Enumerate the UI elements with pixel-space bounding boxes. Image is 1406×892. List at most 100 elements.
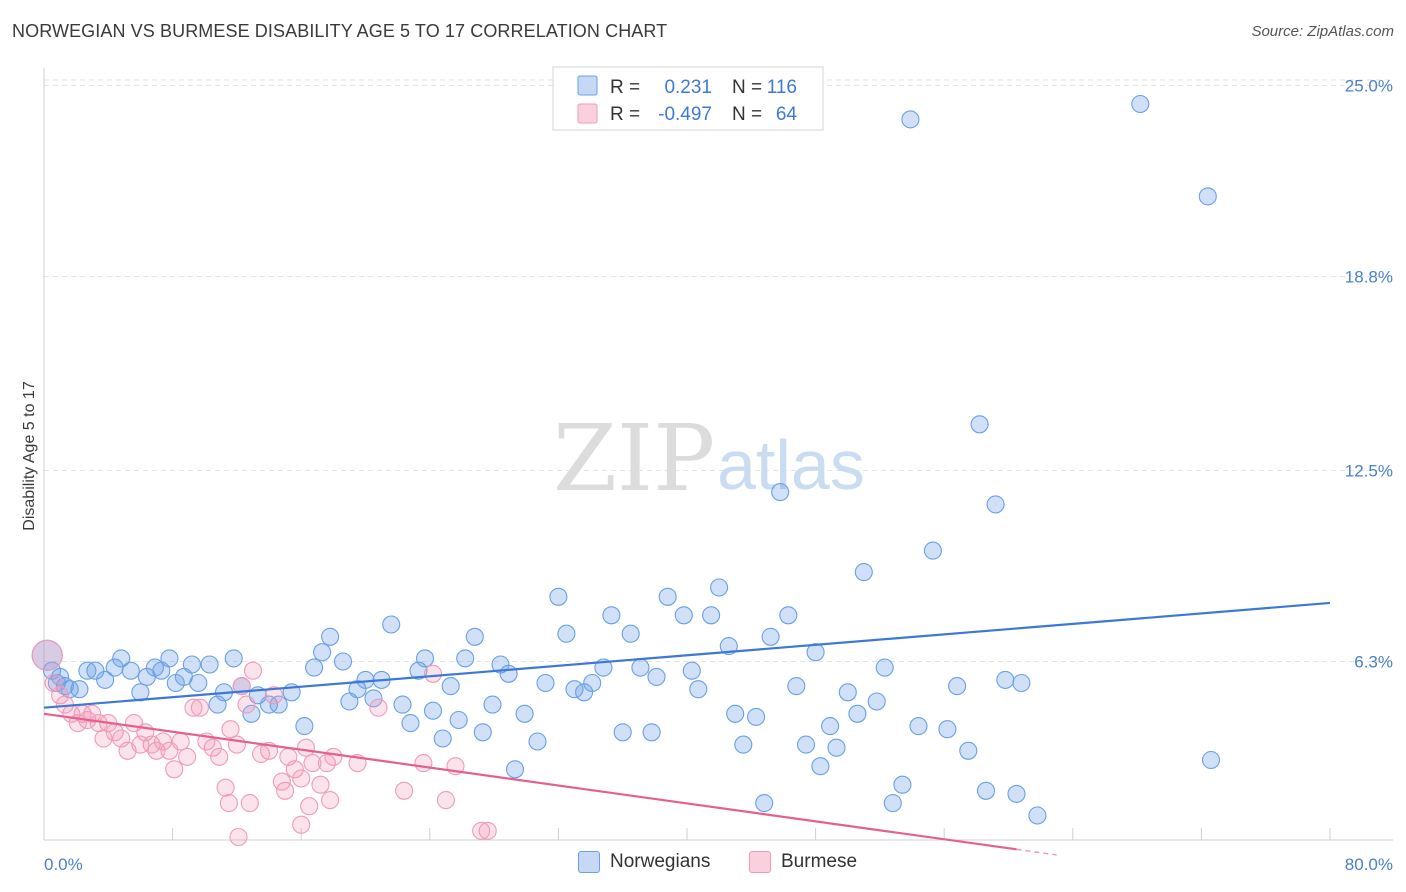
data-point-burmese [184,698,203,717]
stats-n-value-burmese: 64 [776,104,798,125]
data-point-norwegians [702,606,721,625]
data-point-norwegians [382,615,401,634]
data-point-norwegians [1028,806,1047,825]
data-point-norwegians [602,606,621,625]
data-point-norwegians [658,587,677,606]
data-point-norwegians [959,741,978,760]
data-point-burmese [324,747,343,766]
data-point-norwegians [259,695,279,714]
data-point-norwegians [642,723,661,742]
data-point-norwegians [423,701,443,720]
data-point-burmese [436,791,455,810]
data-point-norwegians [70,680,89,699]
data-point-norwegians [1012,673,1031,693]
y-axis-label: Disability Age 5 to 17 [21,381,38,531]
data-point-norwegians [86,661,105,680]
data-point-norwegians [854,563,873,582]
data-point-norwegians [755,794,774,813]
data-point-burmese [296,738,316,757]
data-point-norwegians [242,704,261,723]
data-point-burmese [31,639,63,671]
data-point-burmese [190,698,209,717]
data-point-norwegians [557,624,576,643]
y-tick-label: 18.8% [1345,267,1393,286]
stats-legend-box [552,66,824,131]
data-point-norwegians [333,652,353,671]
data-point-norwegians [415,649,435,668]
data-point-norwegians [682,661,701,680]
data-point-norwegians [549,587,568,606]
data-point-norwegians [883,794,902,813]
watermark-zip: ZIP [553,405,715,512]
data-point-norwegians [473,723,492,742]
data-point-burmese [171,732,190,751]
data-point-norwegians [321,627,340,646]
data-point-burmese [240,794,259,813]
series-burmese [31,639,497,847]
stats-legend: R = 0.231 N = 116 R = -0.497 N = 64 [552,66,824,131]
data-point-burmese [142,735,161,754]
x-tick-labels: 0.0% 80.0% [44,855,1393,874]
data-point-norwegians [536,673,555,693]
stats-legend-swatch-norwegians [577,75,598,96]
data-point-burmese [369,698,388,717]
watermark: ZIP atlas [553,405,865,512]
data-point-norwegians [787,677,806,696]
data-point-norwegians [631,658,650,677]
stats-r-label-norwegians: R = [610,77,640,98]
data-point-norwegians [305,658,324,677]
data-point-norwegians [465,627,484,646]
data-point-burmese [285,760,304,779]
legend-swatch-norwegians [578,851,600,873]
stats-r-label-burmese: R = [610,104,640,125]
data-point-norwegians [433,729,452,748]
data-point-burmese [51,686,70,705]
data-point-burmese [395,781,414,800]
data-point-burmese [478,821,497,840]
data-point-burmese [472,821,491,840]
legend-item-burmese[interactable]: Burmese [749,851,857,873]
data-point-norwegians [505,760,525,779]
data-point-norwegians [970,415,989,434]
trendline-burmese [43,712,1017,851]
data-point-norwegians [909,717,928,736]
data-point-burmese [227,735,246,754]
data-point-norwegians [806,643,825,662]
data-point-burmese [303,754,322,773]
data-point-burmese [292,815,311,834]
trendline-burmese-extension [1016,848,1057,856]
data-point-norwegians [838,683,857,702]
data-point-burmese [147,741,166,760]
data-point-norwegians [796,735,816,754]
data-point-norwegians [1007,784,1026,803]
data-point-norwegians [528,732,547,751]
data-point-norwegians [456,649,475,668]
data-point-norwegians [1131,94,1150,114]
data-point-norwegians [121,661,140,680]
data-point-burmese [237,695,256,714]
data-point-norwegians [734,735,753,754]
legend-swatch-burmese [749,851,771,873]
data-point-burmese [414,754,433,773]
data-point-burmese [219,794,238,813]
data-point-burmese [300,797,319,816]
data-point-norwegians [1201,750,1221,770]
data-point-norwegians [976,781,996,800]
data-point-norwegians [867,692,886,711]
legend-item-norwegians[interactable]: Norwegians [578,851,710,873]
y-tick-label: 6.3% [1354,652,1393,671]
data-point-norwegians [948,677,967,696]
data-point-norwegians [848,704,867,723]
data-point-burmese [210,747,229,766]
stats-legend-swatch-burmese [577,103,598,124]
data-point-burmese [423,664,443,683]
data-point-norwegians [401,714,420,733]
data-point-burmese [276,781,295,800]
data-point-burmese [216,778,235,797]
y-tick-labels: 6.3% 12.5% 18.8% 25.0% [1345,77,1393,672]
data-point-norwegians [449,710,468,730]
data-point-norwegians [313,643,332,662]
data-point-norwegians [55,677,74,696]
data-point-norwegians [112,649,131,668]
data-point-norwegians [996,670,1015,689]
